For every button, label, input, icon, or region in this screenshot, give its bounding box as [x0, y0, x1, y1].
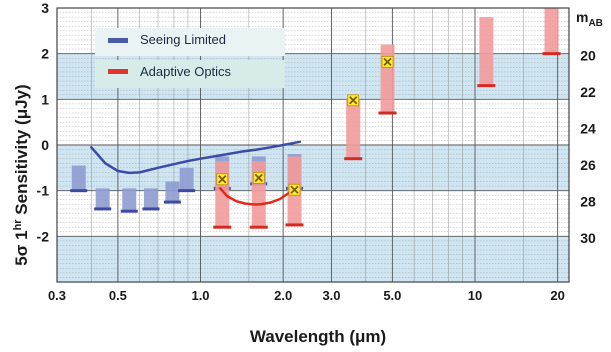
- x-tick-label-5: 5.0: [383, 288, 401, 303]
- seeing-cap-1: [94, 207, 112, 211]
- y-axis-title: 5σ 1hr Sensitivity (μJy): [12, 84, 31, 265]
- legend-swatch-seeing: [108, 38, 128, 43]
- right-tick-label-4: 28: [580, 194, 596, 210]
- x-tick-label-4: 3.0: [322, 288, 340, 303]
- y-axis-title-main: 5σ 1: [12, 230, 31, 265]
- right-tick-label-5: 30: [580, 230, 596, 246]
- right-axis-title: mAB: [576, 9, 603, 29]
- y-tick-label-0: 3: [41, 0, 49, 16]
- seeing-bar-0: [71, 165, 86, 191]
- seeing-bar-3: [143, 188, 158, 209]
- ao-cap-3: [344, 157, 363, 161]
- seeing-bar-2: [122, 188, 137, 212]
- y-tick-label-5: -2: [37, 228, 50, 244]
- ao-cap-6: [542, 52, 561, 56]
- sensitivity-curves: [90, 140, 302, 206]
- right-tick-labels: 20 22 24 26 28 30: [580, 47, 596, 246]
- x-tick-label-0: 0.3: [48, 288, 66, 303]
- seeing-curve: [90, 140, 302, 175]
- legend-label-seeing: Seeing Limited: [140, 32, 226, 47]
- seeing-bar-1: [95, 188, 110, 209]
- ao-bar-1: [251, 160, 266, 228]
- legend: Seeing Limited Adaptive Optics: [95, 28, 285, 88]
- right-tick-label-1: 22: [580, 84, 596, 100]
- ao-bar-4: [380, 44, 395, 114]
- marker-2: [288, 183, 301, 196]
- ao-cap-2: [285, 223, 304, 227]
- plot-frame: [56, 7, 570, 283]
- y-axis-title-sup: hr: [12, 219, 24, 231]
- right-tick-label-3: 26: [580, 157, 596, 173]
- ao-bar-3: [346, 99, 361, 159]
- x-tick-label-3: 2.0: [274, 288, 292, 303]
- seeing-bar-4: [165, 181, 180, 203]
- seeing-cap-4: [163, 200, 181, 204]
- seeing-cap-2: [120, 209, 138, 213]
- x-tick-labels: 0.3 0.5 1.0 2.0 3.0 5.0 10 20: [48, 288, 565, 303]
- seeing-cap-5: [178, 189, 196, 193]
- y-axis-title-rest: Sensitivity (μJy): [12, 84, 31, 219]
- ao-bar-6: [544, 8, 559, 54]
- ao-cap-5: [477, 84, 496, 88]
- x-tick-label-1: 0.5: [109, 288, 127, 303]
- seeing-bar-5: [179, 167, 194, 191]
- ao-curve: [219, 187, 296, 206]
- x-tick-label-6: 10: [468, 288, 482, 303]
- right-axis-title-main: m: [576, 9, 588, 25]
- y-tick-label-1: 2: [41, 46, 49, 62]
- y-tick-labels: 3 2 1 0 -1 -2: [37, 0, 50, 244]
- legend-swatch-ao: [108, 69, 128, 74]
- x-axis-title: Wavelength (μm): [250, 327, 386, 346]
- seeing-cap-0: [70, 189, 88, 193]
- right-tick-label-0: 20: [580, 47, 596, 63]
- marker-1: [252, 171, 265, 184]
- x-tick-label-7: 20: [550, 288, 564, 303]
- y-tick-label-2: 1: [41, 91, 49, 107]
- flux-markers: [216, 55, 394, 196]
- right-tick-label-2: 24: [580, 121, 596, 137]
- marker-4: [381, 55, 394, 68]
- ao-bar-0: [215, 160, 230, 228]
- right-axis-title-sub: AB: [588, 18, 602, 29]
- legend-label-ao: Adaptive Optics: [140, 64, 232, 79]
- ao-bar-5: [479, 17, 494, 86]
- ao-cap-0: [213, 225, 232, 229]
- y-tick-label-4: -1: [37, 183, 50, 199]
- ao-cap-1: [249, 225, 268, 229]
- marker-3: [347, 94, 360, 107]
- x-tick-label-2: 1.0: [191, 288, 209, 303]
- marker-0: [216, 173, 229, 186]
- seeing-cap-3: [142, 207, 160, 211]
- y-tick-label-3: 0: [41, 137, 49, 153]
- ao-cap-4: [378, 111, 397, 115]
